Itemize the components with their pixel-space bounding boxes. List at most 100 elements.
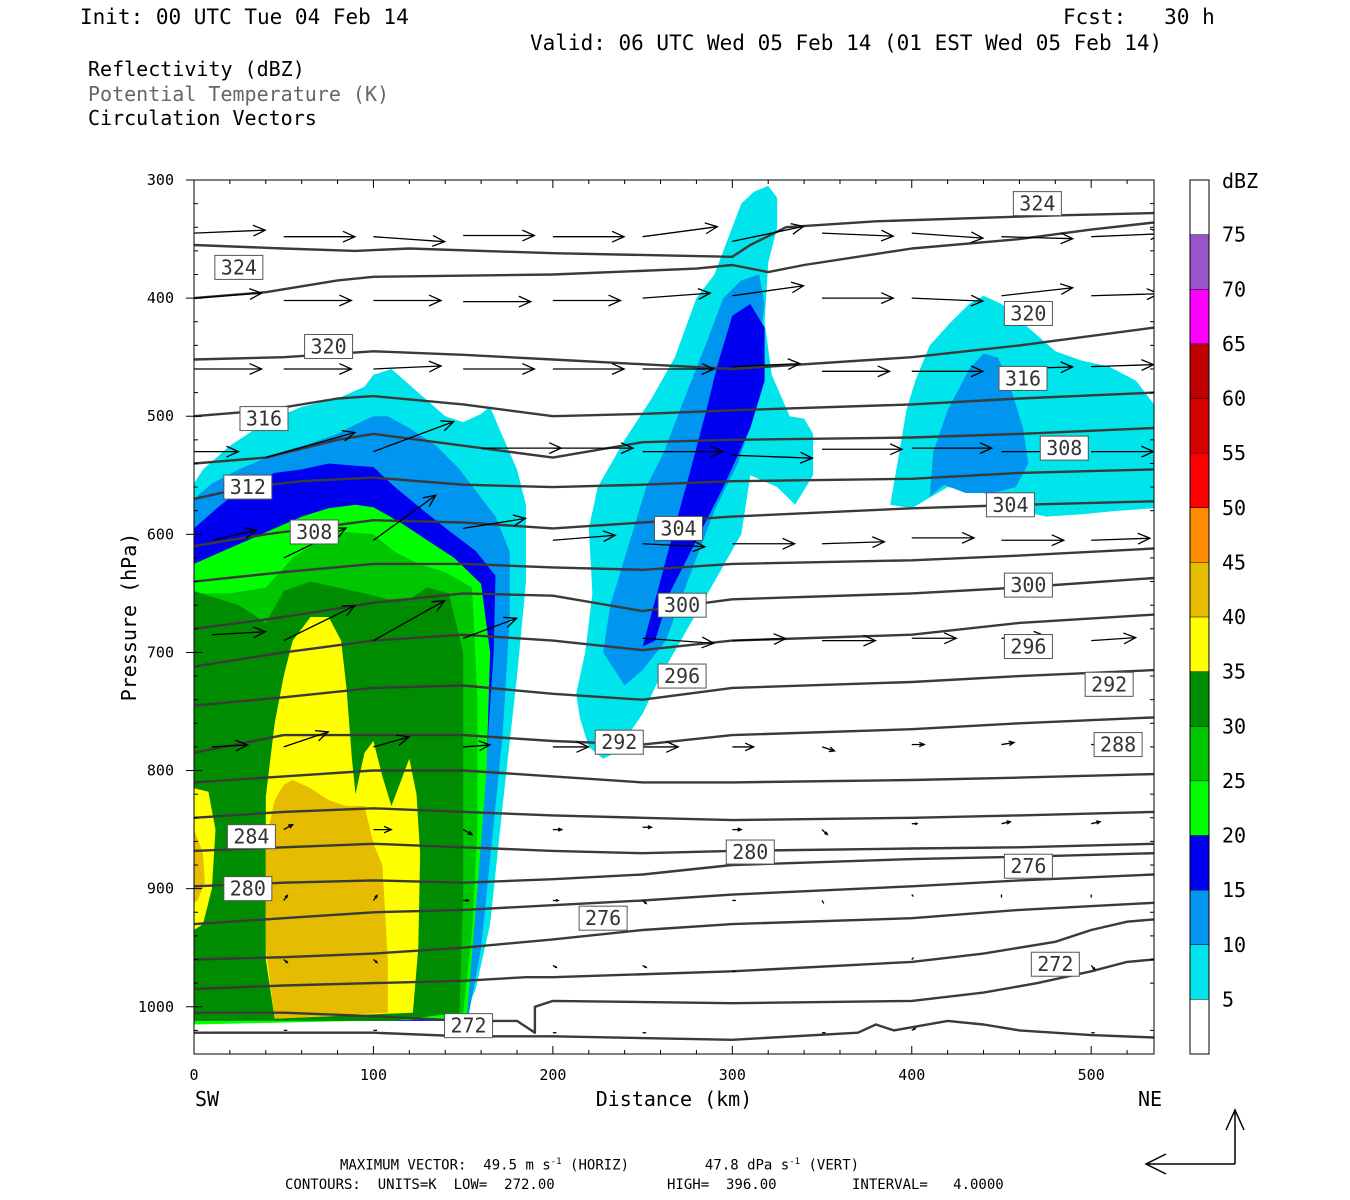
theta-contour-line (194, 391, 1154, 418)
vector-arrow (732, 742, 756, 752)
vector-arrow (372, 894, 378, 901)
theta-label: 288 (1093, 732, 1143, 758)
theta-label-text: 292 (601, 730, 637, 754)
theta-label: 316 (998, 365, 1048, 391)
vector-arrow (911, 231, 985, 244)
x-tick-label: 100 (360, 1066, 387, 1084)
vector-arrow (821, 746, 837, 753)
x-tick-label: 300 (719, 1066, 746, 1084)
colorbar-swatch (1190, 726, 1209, 781)
colorbar-swatch (1190, 398, 1209, 454)
colorbar-swatch (1190, 562, 1209, 617)
theta-contour-line (194, 211, 1154, 258)
vector-arrow (642, 445, 725, 458)
vector-arrow (1091, 228, 1154, 241)
vector-arrow (911, 442, 994, 455)
colorbar-swatch (1190, 944, 1209, 1000)
theta-contour-labels: 324 324 320 320 316 316 312 308 308 304 304 300 300 2… (214, 191, 1143, 1039)
x-axis-right-end-label: NE (1138, 1087, 1162, 1111)
vector-arrow (911, 957, 915, 960)
colorbar-tick-label: 75 (1222, 223, 1246, 247)
theta-label: 324 (1012, 191, 1062, 217)
colorbar-tick-label: 15 (1222, 878, 1246, 902)
colorbar-tick-label: 65 (1222, 332, 1246, 356)
circulation-vectors (194, 222, 1154, 1034)
theta-label-text: 308 (1046, 436, 1082, 460)
theta-label: 272 (1030, 951, 1080, 977)
y-tick-label: 300 (147, 171, 174, 189)
vector-arrow (911, 531, 976, 544)
colorbar-tick-label: 30 (1222, 714, 1246, 738)
colorbar-swatch (1190, 617, 1209, 672)
theta-contour-line (194, 842, 1154, 855)
colorbar-swatch (1190, 835, 1209, 891)
forecast-hour: Fcst: 30 h (1063, 5, 1215, 29)
vector-arrow (822, 443, 904, 456)
maxvec-horiz-tag: (HORIZ) (570, 1157, 630, 1174)
maxvec-horiz-value: 49.5 (483, 1157, 518, 1174)
theta-label: 280 (223, 876, 273, 902)
vector-arrow (1001, 283, 1075, 297)
theta-contour-line (194, 547, 1154, 583)
theta-label: 312 (223, 474, 273, 500)
maxvec-vert-exponent: -1 (789, 1157, 801, 1167)
theta-contour-line (194, 852, 1154, 888)
colorbar-tick-label: 60 (1222, 387, 1246, 411)
vector-arrow (911, 741, 926, 748)
maxvec-label: MAXIMUM VECTOR: (340, 1157, 467, 1174)
vector-arrow (642, 740, 680, 753)
theta-label-text: 308 (296, 520, 332, 544)
vector-arrow (911, 632, 958, 645)
field-circulation-vectors: Circulation Vectors (88, 106, 317, 130)
vector-arrow (732, 451, 815, 464)
vector-arrow (1090, 964, 1096, 971)
maxvec-vert-unit: dPa s (747, 1157, 790, 1174)
theta-label: 272 (444, 1013, 494, 1039)
y-tick-label: 500 (147, 407, 174, 425)
y-tick-label: 900 (147, 880, 174, 898)
vector-arrow (552, 230, 626, 243)
vector-arrow (1091, 445, 1154, 458)
vector-arrow (552, 740, 591, 753)
theta-label-text: 280 (230, 877, 266, 901)
colorbar-tick-label: 55 (1222, 441, 1246, 465)
theta-label-text: 280 (732, 840, 768, 864)
vector-arrow (283, 230, 357, 243)
colorbar-tick-label: 70 (1222, 277, 1246, 301)
y-tick-label: 800 (147, 762, 174, 780)
theta-contour-line (194, 426, 1154, 465)
theta-label-text: 296 (1010, 635, 1046, 659)
vector-arrow (1091, 532, 1152, 545)
theta-label-text: 300 (1010, 573, 1046, 597)
x-tick-label: 0 (189, 1066, 198, 1084)
reference-vector-icon (1144, 1108, 1245, 1175)
vector-arrow (373, 825, 393, 834)
maxvec-horiz-exponent: -1 (550, 1157, 562, 1167)
reflectivity-region-40dbz (265, 780, 388, 1019)
theta-label: 276 (1003, 853, 1053, 879)
vector-arrow (732, 633, 788, 646)
vector-arrow (283, 294, 353, 307)
colorbar-unit-label: dBZ (1222, 169, 1258, 193)
init-time: Init: 00 UTC Tue 04 Feb 14 (80, 5, 409, 29)
contour-info: CONTOURS: UNITS=K LOW= 272.00 (285, 1177, 555, 1193)
theta-contour-line (194, 468, 1154, 501)
vector-arrow (463, 295, 533, 308)
vector-arrow (552, 362, 626, 375)
colorbar-tick-label: 40 (1222, 605, 1246, 629)
vector-arrow (283, 729, 330, 748)
colorbar-tick-label: 20 (1222, 824, 1246, 848)
vector-arrow (194, 224, 267, 237)
vector-arrow (373, 294, 443, 307)
theta-label: 304 (985, 492, 1035, 518)
theta-label: 296 (1003, 634, 1053, 660)
theta-label-text: 272 (450, 1014, 486, 1038)
vector-arrow (462, 616, 519, 639)
y-tick-label: 1000 (138, 998, 174, 1016)
colorbar-swatch (1190, 671, 1209, 727)
vector-arrow (732, 537, 797, 550)
x-axis-left-end-label: SW (195, 1087, 220, 1111)
maxvec-horiz-unit: m s (525, 1157, 551, 1174)
vector-arrow (283, 894, 289, 901)
field-potential-temperature: Potential Temperature (K) (88, 82, 390, 106)
